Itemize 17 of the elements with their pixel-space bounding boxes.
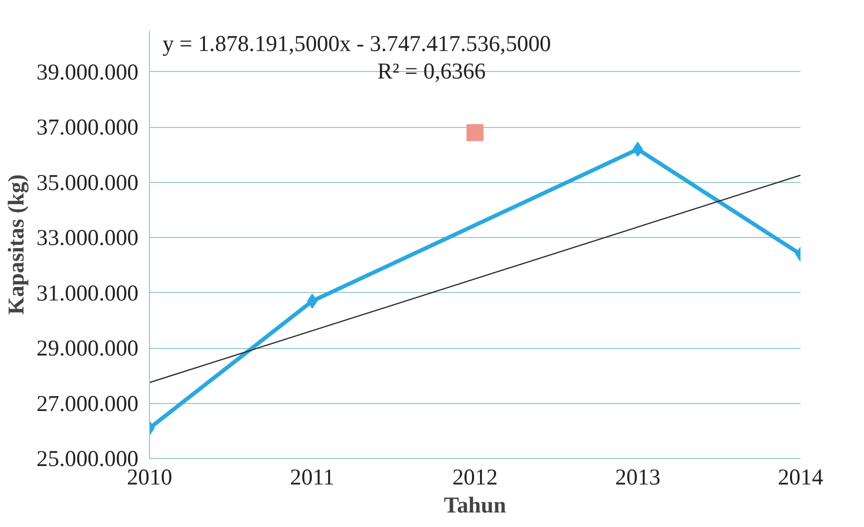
annotation: y = 1.878.191,5000x - 3.747.417.536,5000 [162, 30, 552, 56]
y-tick-label: 33.000.000 [36, 225, 138, 250]
x-axis-title: Tahun [444, 492, 506, 518]
y-tick-label: 31.000.000 [36, 280, 138, 306]
y-tick-label: 27.000.000 [36, 390, 138, 416]
x-tick-label: 2013 [615, 464, 660, 490]
point [466, 124, 484, 142]
y-tick-label: 29.000.000 [36, 336, 138, 361]
y-tick-label: 25.000.000 [36, 446, 138, 471]
x-tick-label: 2014 [778, 464, 824, 490]
y-tick-label: 35.000.000 [36, 170, 138, 195]
y-tick-label: 39.000.000 [36, 59, 138, 84]
y-tick-label: 37.000.000 [36, 114, 138, 140]
x-tick-label: 2012 [452, 464, 498, 490]
annotation: R² = 0,6366 [377, 58, 486, 84]
y-axis-title: Kapasitas (kg) [4, 174, 29, 315]
x-tick-label: 2011 [290, 464, 334, 490]
